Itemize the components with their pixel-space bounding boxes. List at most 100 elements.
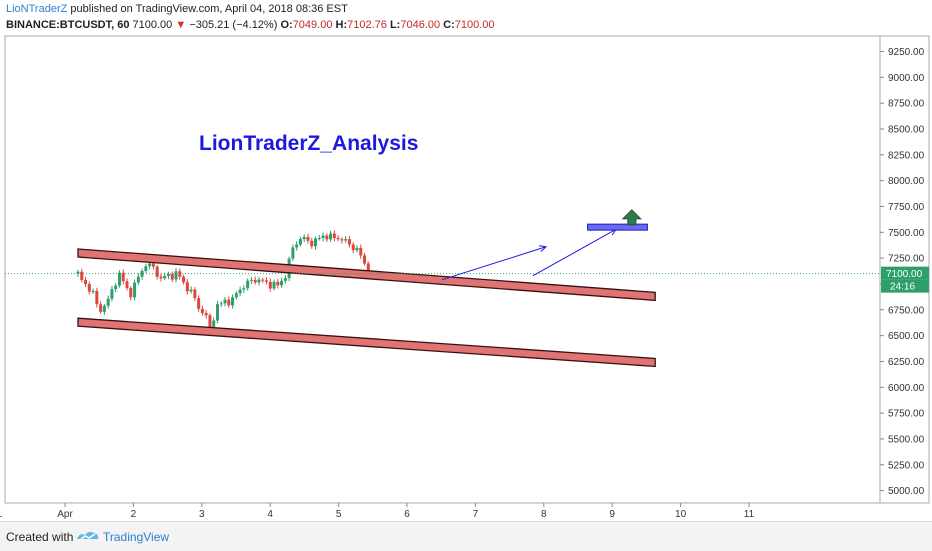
forecast-arrow-head [538, 245, 548, 252]
candle-body [329, 233, 333, 240]
tradingview-brand-link[interactable]: TradingView [103, 530, 170, 544]
y-axis-label: 6000.00 [888, 383, 925, 394]
forecast-arrow-line [441, 246, 547, 281]
x-axis-label: 11 [744, 509, 755, 520]
x-axis-label: 8 [541, 509, 547, 520]
candle-body [272, 281, 276, 289]
chart-annotation: LionTraderZ_Analysis [199, 132, 418, 155]
price-chart[interactable]: 31 Apr 2 3 4 5 6 7 8 9 10 11 9250.00 9000.00 8750.00 85… [0, 0, 932, 521]
x-axis-label: Apr [57, 509, 73, 520]
x-axis-label: 31 [0, 509, 3, 520]
forecast-arrow-line [532, 228, 617, 277]
candle-body [351, 244, 355, 251]
symbol-label: BINANCE:BTCUSDT, 60 [6, 19, 130, 31]
candle-body [189, 289, 193, 292]
candle-body [76, 271, 80, 274]
lower-channel-line [77, 317, 656, 368]
candle-body [310, 240, 314, 247]
publish-line: LioNTraderZ published on TradingView.com… [6, 3, 348, 15]
candle-body [234, 293, 238, 298]
candle-body [185, 282, 189, 292]
candle-body [102, 305, 106, 312]
candle-body [257, 279, 261, 283]
candle-body [117, 272, 121, 286]
candle-body [238, 289, 242, 294]
candle-body [336, 237, 340, 240]
tradingview-logo-icon[interactable] [76, 529, 100, 543]
price-change: −305.21 (−4.12%) [189, 19, 278, 31]
up-arrow-icon [621, 209, 643, 226]
candle-body [197, 297, 201, 309]
candle-body [306, 236, 310, 241]
candle-body [136, 276, 140, 283]
open-value: 7049.00 [292, 19, 333, 31]
candle-body [84, 280, 88, 284]
y-axis-label: 7500.00 [888, 228, 925, 239]
published-text: published on TradingView.com, April 04, … [70, 3, 348, 15]
candle-body [366, 263, 370, 274]
x-axis-label: 3 [199, 509, 205, 520]
candle-body [140, 270, 144, 277]
candle-body [155, 266, 159, 277]
countdown-text: 24:16 [890, 282, 915, 293]
candle-body [265, 280, 268, 282]
x-axis-label: 4 [267, 509, 273, 520]
candle-body [246, 280, 250, 289]
candle-body [95, 290, 99, 305]
last-price: 7100.00 [132, 19, 173, 31]
y-axis-label: 6750.00 [888, 305, 925, 316]
y-axis-label: 5250.00 [888, 460, 925, 471]
x-axis-label: 6 [404, 509, 410, 520]
candle-body [174, 271, 178, 280]
x-axis-label: 5 [336, 509, 342, 520]
created-with-text: Created with [6, 530, 74, 544]
candle-body [193, 289, 197, 298]
candle-body [253, 279, 257, 283]
upper-channel-line [77, 248, 656, 302]
down-triangle-icon: ▼ [175, 19, 187, 31]
candle-body [231, 297, 235, 306]
author-link[interactable]: LioNTraderZ [6, 3, 68, 15]
candle-body [268, 281, 272, 289]
candle-body [295, 244, 299, 248]
last-price-text: 7100.00 [886, 269, 923, 280]
candle-body [219, 303, 223, 305]
y-axis-label: 8000.00 [888, 176, 925, 187]
candle-body [170, 274, 174, 280]
ohlc-line: BINANCE:BTCUSDT, 60 7100.00 ▼ −305.21 (−… [6, 19, 495, 31]
candle-body [242, 288, 246, 290]
candle-body [99, 304, 103, 312]
candle-body [302, 236, 306, 240]
candle-body [325, 235, 329, 240]
y-axis-label: 7250.00 [888, 254, 925, 265]
candle-body [347, 239, 351, 245]
candle-body [355, 247, 359, 251]
y-axis-label: 8250.00 [888, 150, 925, 161]
plot-frame [4, 35, 930, 504]
x-axis-label: 10 [675, 509, 687, 520]
countdown-badge [881, 279, 929, 293]
candle-body [110, 289, 114, 299]
candle-body [223, 299, 227, 304]
y-axis-label: 8750.00 [888, 99, 925, 110]
candle-body [249, 279, 253, 281]
candle-body [212, 320, 216, 327]
candle-body [151, 263, 155, 267]
candle-body [314, 238, 318, 247]
y-axis-label: 8500.00 [888, 124, 925, 135]
candle-body [363, 255, 367, 264]
candle-body [114, 285, 118, 290]
candle-body [204, 313, 208, 316]
footer-bar: Created with TradingView [0, 521, 932, 551]
y-axis-label: 7750.00 [888, 202, 925, 213]
candle-body [291, 247, 295, 259]
candle-body [227, 299, 231, 306]
candle-body [340, 239, 344, 241]
candle-body [166, 274, 170, 276]
candle-body [144, 266, 148, 271]
x-axis-label: 7 [473, 509, 479, 520]
candle-body [91, 290, 95, 292]
y-axis-label: 9000.00 [888, 73, 925, 84]
y-axis-label: 9250.00 [888, 47, 925, 58]
candle-body [276, 281, 280, 286]
